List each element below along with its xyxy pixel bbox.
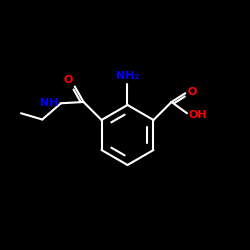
Text: NH₂: NH₂	[116, 71, 139, 81]
Text: NH: NH	[40, 98, 58, 108]
Text: O: O	[187, 87, 196, 97]
Text: OH: OH	[189, 110, 208, 120]
Text: O: O	[64, 74, 73, 85]
